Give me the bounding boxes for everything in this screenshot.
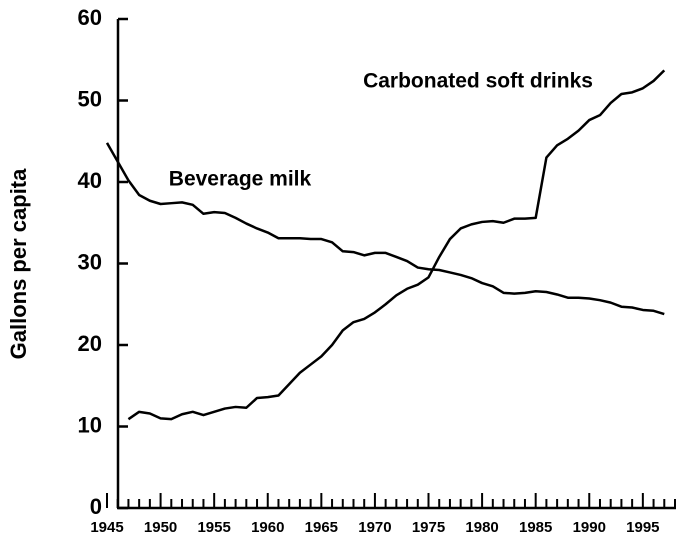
x-tick-label: 1990 [573,519,606,536]
y-axis-label: Gallons per capita [6,168,31,359]
y-tick-label: 40 [78,168,102,193]
y-tick-label: 0 [90,494,102,519]
x-tick-label: 1970 [358,519,391,536]
x-tick-label: 1960 [251,519,284,536]
x-tick-label: 1950 [144,519,177,536]
series-label: Carbonated soft drinks [363,70,593,93]
y-tick-label: 30 [78,249,102,274]
y-tick-label: 60 [78,5,102,30]
x-tick-label: 1955 [197,519,230,536]
x-tick-label: 1975 [412,519,445,536]
y-tick-label: 50 [78,86,102,111]
x-tick-label: 1945 [90,519,123,536]
series-label: Beverage milk [169,168,312,191]
y-tick-label: 20 [78,331,102,356]
y-tick-label: 10 [78,412,102,437]
x-tick-label: 1980 [465,519,498,536]
line [127,69,666,421]
x-tick-label: 1995 [626,519,659,536]
line [105,142,665,316]
x-tick-label: 1965 [305,519,338,536]
x-tick-label: 1985 [519,519,552,536]
